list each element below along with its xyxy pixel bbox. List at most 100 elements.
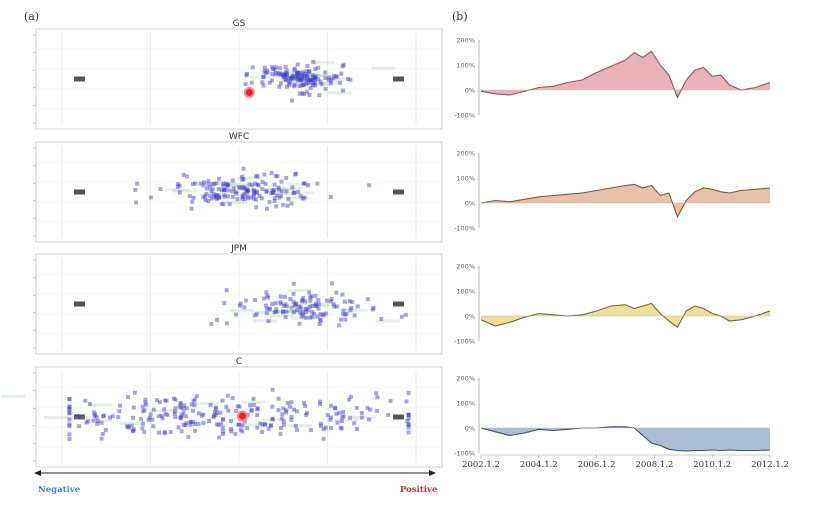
scatter-point <box>287 404 292 409</box>
scatter-point <box>212 194 217 199</box>
scatter-point <box>341 308 346 313</box>
scatter-point <box>404 399 409 404</box>
scatter-point <box>339 419 344 424</box>
scatter-point <box>214 181 219 186</box>
legend-negative: Negative <box>38 485 81 495</box>
scatter-point <box>255 406 260 411</box>
ghost-mark <box>271 191 296 195</box>
y-tick-label: 100% <box>456 400 475 408</box>
scatter-point <box>144 402 149 407</box>
scatter-point <box>243 82 248 87</box>
scatter-point <box>299 72 304 77</box>
scatter-point <box>142 430 147 435</box>
scatter-point <box>252 297 257 302</box>
scatter-point <box>252 190 257 195</box>
scatter-point <box>212 410 217 415</box>
scatter-point <box>321 427 326 432</box>
scatter-point <box>315 314 320 319</box>
scatter-point <box>296 189 301 194</box>
scatter-point <box>244 189 249 194</box>
ghost-mark <box>302 74 327 78</box>
ghost-mark <box>254 310 279 314</box>
scatter-point <box>359 410 364 415</box>
scatter-point <box>340 292 345 297</box>
scatter-point <box>305 74 310 79</box>
ghost-mark <box>305 302 330 306</box>
scatter-point <box>162 431 167 436</box>
scatter-point <box>178 401 183 406</box>
scatter-point <box>209 321 214 326</box>
scatter-point <box>317 93 322 98</box>
scatter-point <box>237 404 242 409</box>
scatter-point <box>92 410 97 415</box>
scatter-point <box>235 404 240 409</box>
scatter-point <box>267 306 272 311</box>
scatter-point <box>305 63 310 68</box>
scatter-point <box>230 194 235 199</box>
scatter-point <box>337 410 342 415</box>
scatter-point <box>255 174 260 179</box>
scatter-point <box>67 404 72 409</box>
scatter-point <box>291 291 296 296</box>
area-chart: 200% 100% 0% -100% <box>454 375 771 458</box>
scatter-point <box>266 426 271 431</box>
scatter-point <box>233 431 238 436</box>
ghost-mark <box>269 314 294 318</box>
area-fill <box>481 51 770 98</box>
scatter-point <box>206 179 211 184</box>
scatter-point <box>270 67 275 72</box>
scatter-facet: C <box>1 357 443 468</box>
area-fill <box>481 184 770 217</box>
scatter-point <box>308 298 313 303</box>
scatter-point <box>299 78 304 83</box>
scatter-point <box>67 432 72 437</box>
scatter-point <box>317 317 322 322</box>
scatter-point <box>368 407 373 412</box>
scatter-point <box>260 179 265 184</box>
scatter-point <box>275 174 280 179</box>
scatter-point <box>257 193 262 198</box>
scatter-point <box>259 196 264 201</box>
scatter-point <box>184 421 189 426</box>
scatter-point <box>292 303 297 308</box>
scatter-point <box>278 425 283 430</box>
ghost-mark <box>323 77 348 81</box>
facet-title: JPM <box>230 244 247 254</box>
scatter-point <box>307 69 312 74</box>
scatter-point <box>274 70 279 75</box>
scatter-point <box>311 80 316 85</box>
ghost-mark <box>262 187 287 191</box>
scatter-point <box>296 76 301 81</box>
scatter-point <box>343 312 348 317</box>
highlight-point <box>243 86 255 98</box>
scatter-point <box>176 425 181 430</box>
scatter-point <box>295 74 300 79</box>
y-tick-label: 200% <box>456 150 475 158</box>
scatter-point <box>242 191 247 196</box>
scatter-point <box>164 398 169 403</box>
direction-axis <box>34 470 436 476</box>
scatter-point <box>260 80 265 85</box>
area-fill <box>481 426 770 451</box>
scatter-point <box>216 176 221 181</box>
scatter-point <box>214 193 219 198</box>
scatter-point <box>110 414 115 419</box>
scatter-point <box>334 304 339 309</box>
scatter-point <box>288 76 293 81</box>
scatter-point <box>84 420 89 425</box>
scatter-point <box>276 185 281 190</box>
scatter-point <box>95 419 100 424</box>
scatter-point <box>246 188 251 193</box>
scatter-point <box>264 189 269 194</box>
scatter-point <box>244 71 249 76</box>
scatter-point <box>277 66 282 71</box>
scatter-point <box>67 397 72 402</box>
scatter-point <box>117 409 122 414</box>
scatter-point <box>342 299 347 304</box>
scatter-point <box>300 196 305 201</box>
scatter-point <box>201 412 206 417</box>
scatter-point <box>156 414 161 419</box>
scatter-point <box>284 309 289 314</box>
ghost-mark <box>280 79 305 83</box>
scatter-point <box>277 72 282 77</box>
